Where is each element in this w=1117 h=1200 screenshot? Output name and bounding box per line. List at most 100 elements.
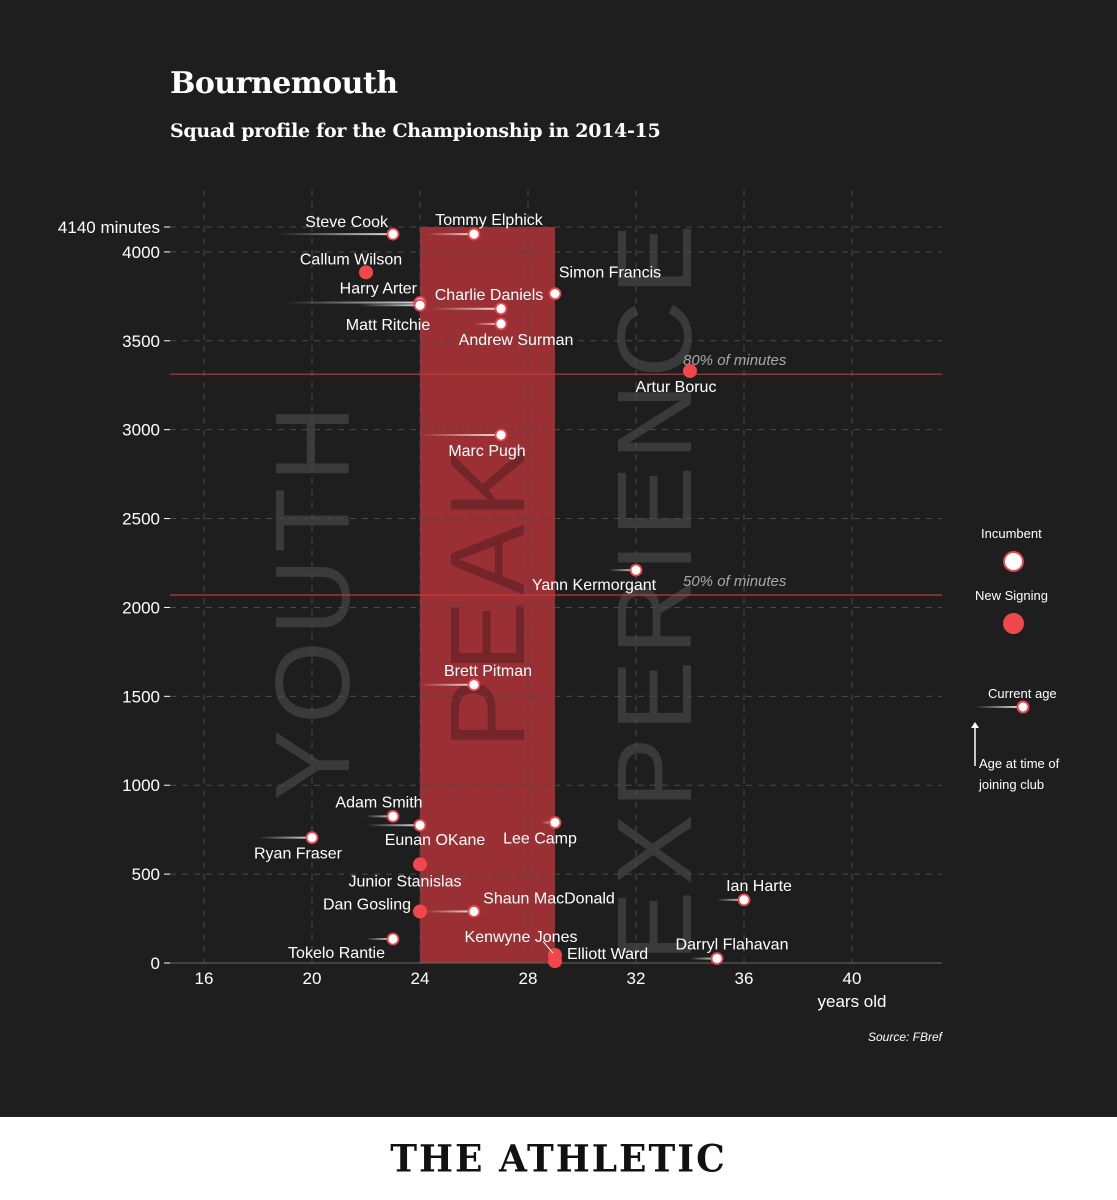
incumbent-dot xyxy=(305,831,319,845)
player-label: Shaun MacDonald xyxy=(483,890,615,907)
player-label: Matt Ritchie xyxy=(346,317,431,334)
legend-current-age-label: Current age xyxy=(988,686,1057,701)
player-label: Ian Harte xyxy=(726,878,792,895)
incumbent-dot xyxy=(413,298,427,312)
legend-joining-label-1: Age at time of xyxy=(979,756,1060,771)
y-tick-label-3000: 3000 xyxy=(122,421,160,440)
y-tick-label-4000: 4000 xyxy=(122,243,160,262)
new-signing-dot xyxy=(413,904,427,919)
player-label: Yann Kermorgant xyxy=(532,577,657,594)
zone-label-youth: YOUTH xyxy=(254,400,372,801)
legend-new-signing-label: New Signing xyxy=(975,588,1048,603)
incumbent-dot xyxy=(710,952,724,965)
player-11: Brett Pitman xyxy=(420,663,532,692)
player-label: Harry Arter xyxy=(340,281,418,298)
incumbent-dot xyxy=(737,893,751,907)
age-trail xyxy=(474,322,501,325)
source-note: Source: FBref xyxy=(867,1030,942,1044)
new-signing-dot xyxy=(413,857,427,872)
x-tick-label-20: 20 xyxy=(303,969,322,988)
age-trail xyxy=(428,233,474,236)
legend-joining-label-2: joining club xyxy=(979,777,1045,792)
incumbent-dot xyxy=(467,678,481,692)
player-4: Harry Arter xyxy=(285,281,427,309)
incumbent-dot xyxy=(548,287,562,301)
y-tick-label-0: 0 xyxy=(151,954,160,973)
players: Steve Cook Tommy Elphick Callum Wilson Simo… xyxy=(254,212,792,969)
new-signing-dot xyxy=(683,364,697,378)
legend-incumbent-label: Incumbent xyxy=(981,526,1042,541)
player-8: Artur Boruc xyxy=(636,364,716,396)
new-signing-dot xyxy=(548,954,562,969)
player-label: Lee Camp xyxy=(503,831,577,848)
y-tick-label-500: 500 xyxy=(132,865,160,884)
y-tick-label-1500: 1500 xyxy=(122,687,160,706)
player-3: Simon Francis xyxy=(548,265,661,301)
x-tick-label-24: 24 xyxy=(411,969,430,988)
age-trail xyxy=(425,910,474,913)
new-signing-dot xyxy=(359,265,373,280)
reference-label-0: 80% of minutes xyxy=(683,352,787,369)
age-trail xyxy=(276,233,393,236)
player-23: Darryl Flahavan xyxy=(676,937,789,965)
player-22: Kenwyne Jones xyxy=(465,929,578,969)
player-label: Brett Pitman xyxy=(444,663,532,680)
age-trail xyxy=(609,569,636,572)
player-label: Simon Francis xyxy=(559,265,661,282)
player-5: Charlie Daniels xyxy=(430,287,544,316)
player-label: Steve Cook xyxy=(305,214,389,231)
y-tick-label-1000: 1000 xyxy=(122,776,160,795)
player-1: Tommy Elphick xyxy=(428,212,544,241)
legend-incumbent-dot xyxy=(1003,551,1024,572)
player-14: Eunan OKane xyxy=(366,818,486,849)
player-12: Adam Smith xyxy=(335,794,423,823)
age-trail xyxy=(366,815,393,818)
player-13: Lee Camp xyxy=(503,816,577,848)
chart-title: Bournemouth xyxy=(170,66,398,101)
player-label: Kenwyne Jones xyxy=(465,929,578,946)
zone-label-experience: EXPERIENCE xyxy=(596,218,714,961)
incumbent-dot xyxy=(494,302,508,316)
y-tick-label-3500: 3500 xyxy=(122,332,160,351)
legend-current-age-dot xyxy=(1016,700,1030,714)
x-axis-label: years old xyxy=(818,992,887,1011)
player-label: Dan Gosling xyxy=(323,896,411,913)
age-trail xyxy=(430,307,501,310)
age-trail xyxy=(366,824,420,827)
player-16: Junior Stanislas xyxy=(349,857,461,890)
age-trail xyxy=(366,938,393,940)
incumbent-dot xyxy=(386,227,400,241)
age-trail xyxy=(717,898,744,901)
age-trail xyxy=(420,683,474,686)
player-label: Charlie Daniels xyxy=(435,287,544,304)
player-7: Andrew Surman xyxy=(459,317,574,349)
age-trail xyxy=(420,434,501,436)
incumbent-dot xyxy=(467,227,481,241)
player-21: Elliott Ward xyxy=(548,946,648,963)
footer: THE ATHLETIC xyxy=(0,1117,1117,1200)
player-label: Marc Pugh xyxy=(448,443,525,460)
chart-subtitle: Squad profile for the Championship in 20… xyxy=(170,120,661,142)
incumbent-dot xyxy=(494,428,508,442)
player-label: Eunan OKane xyxy=(385,832,486,849)
player-label: Ryan Fraser xyxy=(254,846,343,863)
player-label: Callum Wilson xyxy=(300,251,402,268)
age-trail xyxy=(285,301,420,304)
player-17: Ian Harte xyxy=(717,878,792,907)
legend-new-signing-dot xyxy=(1003,613,1024,634)
x-tick-label-28: 28 xyxy=(519,969,538,988)
brand-logo: THE ATHLETIC xyxy=(390,1136,727,1181)
player-0: Steve Cook xyxy=(276,214,400,241)
player-label: Darryl Flahavan xyxy=(676,937,789,954)
legend-trail xyxy=(975,706,1023,708)
player-label: Andrew Surman xyxy=(459,332,574,349)
player-10: Yann Kermorgant xyxy=(532,563,657,594)
legend-age-key xyxy=(971,700,1030,766)
player-label: Adam Smith xyxy=(335,794,422,811)
age-trail xyxy=(258,836,312,839)
player-label: Elliott Ward xyxy=(567,946,648,963)
player-20: Tokelo Rantie xyxy=(288,932,400,962)
player-15: Ryan Fraser xyxy=(254,831,343,863)
player-9: Marc Pugh xyxy=(420,428,526,460)
